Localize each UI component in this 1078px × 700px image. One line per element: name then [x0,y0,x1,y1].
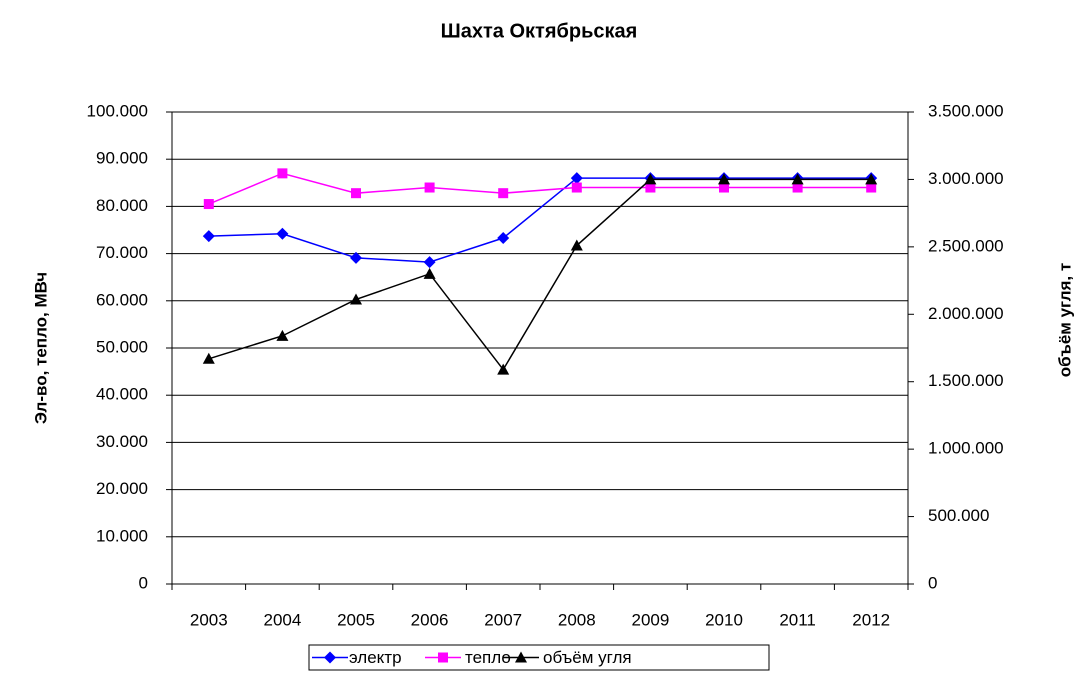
marker [202,352,215,364]
x-tick-label: 2010 [705,610,743,629]
y2-tick-label: 1.000.000 [928,439,1004,458]
marker [719,182,729,193]
marker [645,182,656,193]
marker [570,239,583,251]
marker [866,182,877,193]
x-tick-label: 2007 [484,610,522,629]
y-tick-label: 80.000 [96,196,148,215]
y2-axis-label: объём угля, т [1055,263,1074,377]
x-tick-label: 2003 [190,610,228,629]
marker [276,227,289,240]
legend-marker [438,652,448,663]
marker [277,168,288,179]
legend-label: тепло [465,648,511,667]
y-tick-label: 20.000 [96,479,148,498]
series-line [208,177,872,263]
y2-tick-label: 3.500.000 [928,101,1004,120]
marker [276,329,289,341]
marker [351,188,361,199]
marker [350,251,362,264]
y-tick-label: 90.000 [96,149,148,168]
y2-tick-label: 500.000 [928,506,989,525]
chart-title: Шахта Октябрьская [441,20,638,42]
marker [423,267,436,279]
x-tick-label: 2009 [631,610,669,629]
series-line [208,178,872,371]
series-line [208,172,872,205]
y2-tick-label: 3.000.000 [928,169,1004,188]
marker [718,173,730,185]
y-tick-label: 40.000 [96,385,148,404]
legend-label: электр [349,648,402,667]
marker [203,199,214,210]
marker [571,182,582,193]
y-tick-label: 60.000 [96,290,148,309]
y2-tick-label: 1.500.000 [928,371,1004,390]
y-tick-label: 50.000 [96,337,148,356]
y-tick-label: 100.000 [87,101,148,120]
y-tick-label: 70.000 [96,243,148,262]
legend-marker [324,651,336,664]
legend-marker [515,651,527,663]
y2-tick-label: 0 [928,573,937,592]
marker [644,173,657,185]
marker [792,182,803,193]
y-axis-label: Эл-во, тепло, МВч [31,272,50,424]
marker [424,182,435,193]
marker [497,232,510,245]
x-tick-label: 2006 [411,610,449,629]
marker [350,293,362,305]
x-tick-label: 2008 [558,610,596,629]
y2-tick-label: 2.500.000 [928,236,1004,255]
marker [423,256,436,269]
x-tick-label: 2012 [852,610,890,629]
marker [570,172,583,185]
marker [202,230,215,243]
marker [865,173,878,185]
x-tick-label: 2004 [263,610,301,629]
marker [791,173,804,185]
y-tick-label: 0 [139,573,148,592]
marker [497,363,510,375]
y-tick-label: 30.000 [96,432,148,451]
legend-label: объём угля [543,648,632,667]
x-tick-label: 2011 [779,610,816,629]
y2-tick-label: 2.000.000 [928,304,1004,323]
y-tick-label: 10.000 [96,526,148,545]
x-tick-label: 2005 [337,610,375,629]
marker [498,188,509,199]
